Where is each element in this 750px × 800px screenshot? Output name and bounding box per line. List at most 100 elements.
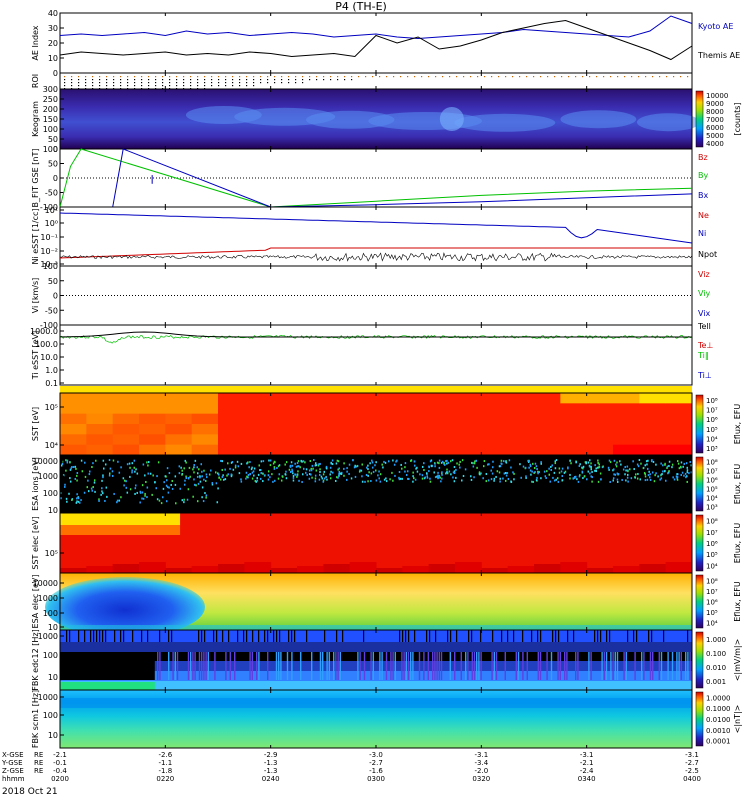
ae-frame bbox=[59, 12, 693, 74]
esa-ions-speckle-px bbox=[359, 469, 361, 472]
bfield-ytick-label: -100 bbox=[40, 203, 58, 212]
fbk-e-stripe bbox=[471, 652, 473, 680]
density-legend-Ne: Ne bbox=[698, 211, 709, 220]
esa-ions-speckle-px bbox=[315, 464, 318, 467]
esa-ions-speckle-px bbox=[285, 477, 288, 480]
fbk-e-stripe bbox=[194, 652, 196, 680]
sst-ions-cell bbox=[244, 424, 272, 435]
esa-ions-speckle-px bbox=[685, 462, 688, 465]
esa-ions-speckle-px bbox=[221, 475, 224, 478]
keogram-ytick-label: 250 bbox=[43, 95, 58, 104]
fbk-e-stripe bbox=[456, 630, 458, 642]
sst-ions-cell bbox=[586, 393, 614, 404]
esa-ions-speckle-px bbox=[313, 459, 315, 462]
esa-ions-speckle-px bbox=[446, 468, 448, 471]
esa-ions-speckle-px bbox=[64, 485, 66, 488]
esa-ions-speckle-px bbox=[321, 477, 324, 480]
sst-ions-cell bbox=[139, 393, 166, 404]
fbk-e-stripe bbox=[99, 630, 101, 642]
esa-ions-speckle-px bbox=[338, 470, 341, 473]
esa-ions-speckle-px bbox=[318, 463, 320, 466]
esa-ions-speckle-px bbox=[297, 465, 300, 468]
fbk-e-stripe bbox=[201, 630, 203, 642]
roi-dot bbox=[113, 79, 115, 81]
esa-ions-speckle-px bbox=[626, 476, 629, 479]
sst-ions-cell bbox=[428, 424, 456, 435]
temp-ytick-label: 10.0 bbox=[40, 353, 58, 362]
esa-ions-speckle-px bbox=[217, 472, 219, 475]
esa-ions-speckle-px bbox=[165, 500, 168, 503]
esa-ions-speckle-px bbox=[671, 463, 674, 466]
xaxis-tick-label: -3.4 bbox=[474, 759, 488, 767]
esa-ions-speckle-px bbox=[428, 465, 430, 468]
temp-ylabel: Ti eSST [eV] bbox=[31, 331, 40, 381]
sst-ions-cell bbox=[191, 444, 219, 456]
fbk-e-stripe bbox=[609, 630, 611, 642]
esa-ions-speckle-px bbox=[113, 492, 115, 495]
fbk-e-stripe bbox=[370, 652, 372, 680]
roi-dot bbox=[183, 79, 185, 81]
sst-ions-cell bbox=[534, 424, 561, 435]
sst-ions-cell bbox=[376, 403, 403, 415]
esa-ions-speckle-px bbox=[74, 477, 77, 480]
esa-ions-speckle-px bbox=[686, 469, 689, 472]
esa-ions-speckle-px bbox=[412, 471, 414, 474]
esa-ions-speckle-px bbox=[98, 499, 100, 502]
esa-ions-speckle-px bbox=[667, 472, 669, 475]
esa-ions-speckle-px bbox=[536, 476, 538, 479]
sst-ions-cell bbox=[270, 393, 298, 404]
roi-dot bbox=[211, 79, 213, 81]
fbk-e-stripe bbox=[627, 630, 629, 642]
sst-ions-cell bbox=[402, 413, 430, 425]
sst-elec-cell bbox=[218, 564, 245, 573]
esa-ions-speckle-px bbox=[122, 477, 125, 480]
fbk-e-stripe bbox=[418, 652, 421, 680]
fbk-e-stripe bbox=[213, 630, 215, 642]
esa-ions-speckle-px bbox=[135, 484, 137, 487]
fbk-e-stripe bbox=[311, 652, 313, 680]
fbk-e-stripe bbox=[69, 630, 71, 642]
roi-dot bbox=[561, 76, 563, 78]
esa_i-colorbar-tick: 10⁷ bbox=[706, 468, 718, 476]
roi-dot bbox=[134, 82, 136, 84]
esa-ions-speckle-px bbox=[100, 493, 102, 496]
fbk-e-stripe bbox=[537, 652, 539, 680]
roi-dot bbox=[246, 79, 248, 81]
esa-ions-speckle-px bbox=[139, 490, 142, 493]
esa-ions-speckle-px bbox=[410, 459, 412, 462]
fbk-e-stripe bbox=[546, 652, 548, 680]
esa-ions-speckle-px bbox=[249, 473, 251, 476]
xaxis-tick-label: 0240 bbox=[262, 775, 280, 783]
esa-ions-speckle-px bbox=[464, 468, 467, 471]
esa-ions-speckle-px bbox=[361, 475, 363, 478]
roi-dot bbox=[155, 85, 157, 87]
esa-ions-speckle-px bbox=[649, 476, 651, 479]
esa-ions-speckle-px bbox=[600, 478, 602, 481]
esa-ions-speckle-px bbox=[151, 493, 153, 496]
esa-ions-speckle-px bbox=[314, 477, 317, 480]
sst-ions-cell bbox=[244, 403, 272, 415]
fbk-e-stripe bbox=[476, 652, 478, 680]
sst-ions-cell bbox=[376, 424, 403, 435]
esa-ions-speckle-px bbox=[450, 473, 452, 476]
esa-ions-speckle-px bbox=[147, 461, 150, 464]
esa-ions-speckle-px bbox=[245, 471, 248, 474]
esa-ions-speckle-px bbox=[446, 459, 448, 462]
esa-ions-speckle-px bbox=[538, 471, 541, 474]
fbk-e-stripe bbox=[96, 630, 98, 642]
esa-ions-speckle-px bbox=[105, 486, 108, 489]
esa-ions-speckle-px bbox=[139, 491, 142, 494]
bfield-ytick-label: 0 bbox=[53, 174, 58, 183]
roi-dot bbox=[169, 76, 171, 78]
keogram-ytick-label: 0 bbox=[53, 145, 58, 154]
sst_e-colorbar-label: Eflux, EFU bbox=[733, 523, 742, 564]
xaxis-tick-label: -3.1 bbox=[685, 751, 699, 759]
sst-ions-cell bbox=[455, 444, 482, 456]
esa-ions-speckle-px bbox=[533, 467, 536, 470]
esa-ions-speckle-px bbox=[370, 472, 373, 475]
esa-ions-speckle-px bbox=[101, 487, 103, 490]
fbk-e-stripe bbox=[687, 652, 689, 680]
esa-ions-speckle-px bbox=[76, 479, 78, 482]
esa_e-colorbar-label: Eflux, EFU bbox=[733, 581, 742, 622]
esa-ions-speckle-px bbox=[651, 471, 654, 474]
